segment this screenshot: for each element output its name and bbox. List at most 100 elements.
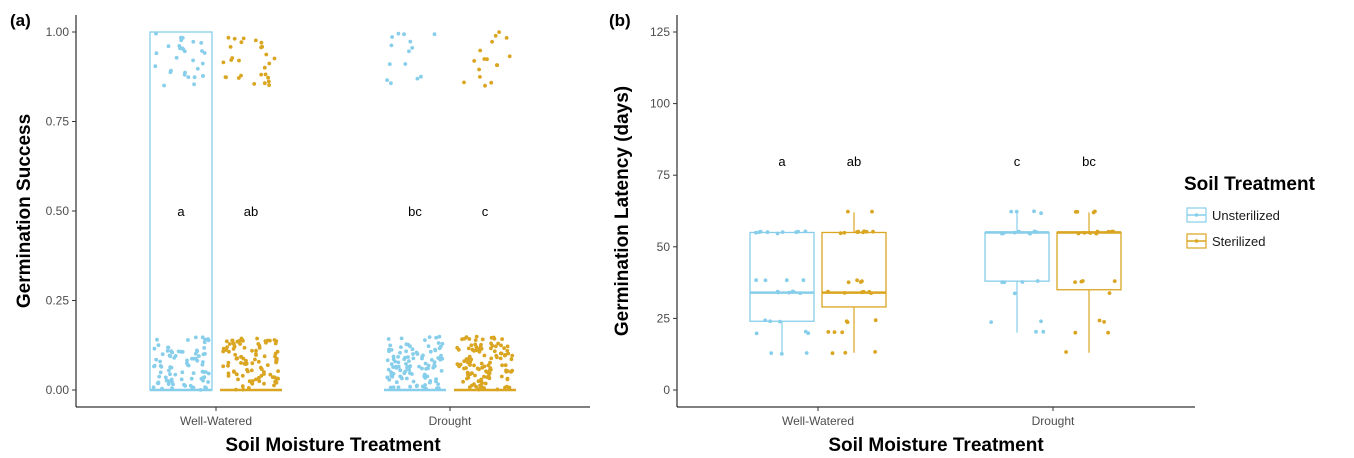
- panel-a-data-point: [476, 379, 481, 384]
- panel-a-data-point: [221, 60, 226, 65]
- panel-b-box: [821, 231, 887, 308]
- panel-a-x-tick-label: Drought: [429, 414, 472, 428]
- panel-a-data-point: [489, 356, 494, 361]
- panel-a-data-point: [432, 360, 437, 364]
- panel-a-data-point: [240, 384, 245, 389]
- panel-a-data-point: [192, 75, 197, 80]
- panel-a-data-point: [485, 370, 490, 375]
- panel-a-data-point: [193, 335, 198, 340]
- panel-a-data-point: [190, 385, 195, 390]
- panel-b-data-point: [763, 278, 768, 283]
- panel-a-data-point: [403, 62, 408, 66]
- panel-a-data-point: [430, 358, 434, 362]
- panel-b-data-point: [1106, 330, 1110, 335]
- panel-b-data-point: [1009, 209, 1014, 214]
- panel-a-data-point: [393, 359, 397, 364]
- panel-a-data-point: [438, 344, 443, 349]
- panel-b-data-point: [1014, 209, 1019, 214]
- panel-a-data-point: [396, 355, 400, 359]
- panel-a-data-point: [404, 349, 408, 354]
- panel-a-data-point: [414, 384, 419, 389]
- panel-b-data-point: [1073, 330, 1078, 335]
- panel-a-data-point: [391, 354, 396, 359]
- panel-a-data-point: [467, 337, 472, 341]
- panel-a-data-point: [233, 352, 238, 357]
- panel-a-data-point: [486, 363, 491, 368]
- panel-a-data-point: [239, 73, 243, 78]
- panel-a-data-point: [238, 342, 243, 346]
- panel-a-data-point: [178, 46, 182, 51]
- panel-b-significance-letter: c: [1014, 154, 1021, 169]
- panel-a-data-point: [386, 367, 391, 372]
- panel-a-data-point: [485, 57, 489, 62]
- panel-a-data-point: [503, 363, 508, 368]
- panel-a-data-point: [262, 354, 267, 359]
- panel-a-data-point: [504, 369, 509, 374]
- panel-a-data-point: [507, 54, 512, 59]
- panel-a-data-point: [157, 374, 162, 379]
- panel-b-data-point: [830, 351, 835, 356]
- panel-b-data-point: [845, 320, 850, 325]
- panel-a-data-point: [253, 357, 257, 362]
- panel-b-data-point: [860, 279, 864, 284]
- panel-a-significance-letter: a: [177, 204, 185, 219]
- panel-a-data-point: [226, 360, 231, 365]
- panel-b-data-point: [801, 278, 806, 283]
- panel-a-data-point: [241, 36, 246, 41]
- panel-a-data-point: [186, 75, 191, 79]
- panel-a-data-point: [170, 350, 175, 355]
- panel-a-data-point: [232, 370, 236, 374]
- panel-a-data-point: [433, 364, 437, 368]
- panel-a-data-point: [257, 379, 262, 384]
- panel-a-data-point: [477, 367, 481, 372]
- panel-a-data-point: [195, 66, 200, 71]
- panel-a-data-point: [426, 344, 431, 349]
- panel-a-data-point: [167, 368, 171, 373]
- panel-a-data-point: [152, 346, 157, 351]
- panel-a-data-point: [472, 349, 476, 353]
- panel-a-data-point: [466, 346, 471, 351]
- panel-a-data-point: [489, 341, 493, 346]
- panel-a-data-point: [167, 353, 172, 358]
- panel-a-data-point: [492, 349, 497, 354]
- panel-a-data-point: [195, 358, 200, 363]
- panel-a-data-point: [391, 365, 395, 369]
- panel-a-data-point: [499, 374, 504, 379]
- panel-a-data-point: [394, 380, 399, 385]
- panel-a-data-point: [483, 83, 487, 88]
- panel-a-data-point: [410, 347, 415, 352]
- panel-b-data-point: [754, 331, 759, 336]
- panel-a-data-point: [391, 385, 396, 390]
- panel-a-data-point: [201, 376, 206, 380]
- panel-a-data-point: [236, 76, 241, 80]
- panel-a-data-point: [202, 340, 207, 345]
- panel-b-data-point: [1073, 210, 1078, 214]
- panel-a-data-point: [396, 360, 401, 365]
- panel-a-data-point: [250, 361, 255, 366]
- panel-a-x-tick-label: Well-Watered: [180, 414, 252, 428]
- panel-a-data-point: [173, 372, 178, 377]
- panel-a-data-point: [424, 367, 428, 371]
- panel-a-data-point: [478, 75, 482, 79]
- panel-a-data-point: [488, 367, 492, 372]
- panel-a-data-point: [173, 354, 178, 358]
- panel-a-data-point: [262, 381, 266, 386]
- panel-b-data-point: [1097, 318, 1102, 323]
- panel-b-significance-letter: bc: [1082, 154, 1096, 169]
- panel-a-data-point: [489, 335, 494, 340]
- panel-a-data-point: [162, 83, 167, 88]
- panel-a-data-point: [200, 49, 204, 53]
- panel-a-data-point: [230, 56, 235, 60]
- panel-a-data-point: [388, 385, 393, 390]
- panel-a-data-point: [200, 61, 205, 66]
- legend-key-sterilized: Sterilized: [1186, 233, 1265, 249]
- panel-b-y-tick-label: 50: [657, 240, 671, 254]
- panel-b-data-point: [1032, 209, 1036, 214]
- panel-a-data-point: [274, 380, 279, 385]
- panel-a-data-point: [434, 335, 439, 340]
- panel-a-data-point: [179, 38, 184, 43]
- panel-a-data-point: [489, 80, 494, 85]
- panel-a-data-point: [500, 337, 504, 341]
- panel-a-data-point: [467, 354, 472, 359]
- panel-a-data-point: [256, 342, 261, 346]
